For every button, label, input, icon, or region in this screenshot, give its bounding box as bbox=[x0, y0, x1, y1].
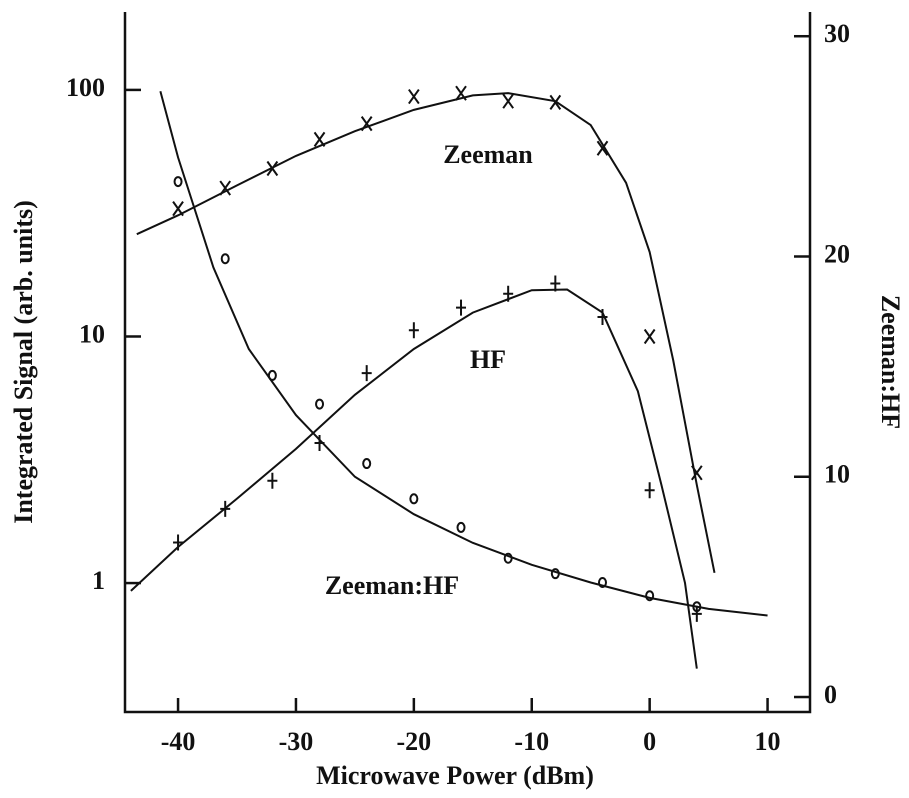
x-tick-label: -20 bbox=[397, 727, 432, 756]
point bbox=[503, 285, 514, 302]
point bbox=[220, 253, 230, 265]
point bbox=[691, 605, 702, 622]
point bbox=[596, 140, 609, 156]
point bbox=[408, 322, 419, 339]
x-tick-label: -30 bbox=[279, 727, 314, 756]
annotation: Zeeman:HF bbox=[325, 571, 459, 600]
point bbox=[597, 576, 607, 588]
point bbox=[315, 398, 325, 410]
annotation: Zeeman bbox=[443, 140, 533, 169]
point bbox=[361, 365, 372, 382]
y2-tick-label: 20 bbox=[824, 239, 850, 268]
point bbox=[549, 94, 562, 110]
point bbox=[455, 85, 467, 101]
point bbox=[360, 116, 373, 132]
fit-curve bbox=[159, 91, 768, 617]
point bbox=[362, 458, 372, 470]
fit-curve bbox=[130, 288, 698, 669]
y2-axis-label: Zeeman:HF bbox=[876, 295, 905, 429]
point bbox=[645, 590, 655, 602]
point bbox=[644, 482, 655, 499]
point bbox=[313, 131, 326, 147]
fit-curve bbox=[136, 92, 716, 574]
axes bbox=[123, 12, 812, 714]
point bbox=[503, 552, 513, 564]
point bbox=[267, 472, 278, 489]
x-tick-label: 10 bbox=[755, 727, 781, 756]
point bbox=[692, 601, 702, 613]
y-tick-label: 10 bbox=[79, 319, 105, 348]
y-axis-label: Integrated Signal (arb. units) bbox=[9, 200, 38, 524]
x-tick-label: -10 bbox=[514, 727, 549, 756]
x-tick-label: -40 bbox=[161, 727, 196, 756]
point bbox=[220, 500, 231, 517]
annotation: HF bbox=[470, 345, 506, 374]
point bbox=[173, 176, 183, 188]
y2-tick-label: 10 bbox=[824, 460, 850, 489]
point bbox=[643, 328, 656, 345]
point bbox=[219, 180, 232, 196]
y2-tick-label: 0 bbox=[824, 680, 837, 709]
point bbox=[409, 493, 419, 505]
point bbox=[597, 308, 608, 325]
y2-tick-label: 30 bbox=[824, 19, 850, 48]
y-tick-label: 100 bbox=[66, 73, 105, 102]
point bbox=[550, 275, 561, 292]
point bbox=[408, 88, 420, 105]
x-tick-label: 0 bbox=[643, 727, 656, 756]
point bbox=[266, 160, 279, 177]
point bbox=[691, 465, 703, 481]
point bbox=[502, 93, 514, 109]
point bbox=[172, 201, 184, 217]
point bbox=[456, 299, 467, 316]
y-tick-label: 1 bbox=[92, 566, 105, 595]
point bbox=[550, 568, 560, 580]
point bbox=[267, 369, 277, 381]
point bbox=[456, 521, 466, 533]
point bbox=[314, 434, 325, 451]
x-axis-label: Microwave Power (dBm) bbox=[316, 761, 594, 790]
point bbox=[173, 534, 184, 551]
